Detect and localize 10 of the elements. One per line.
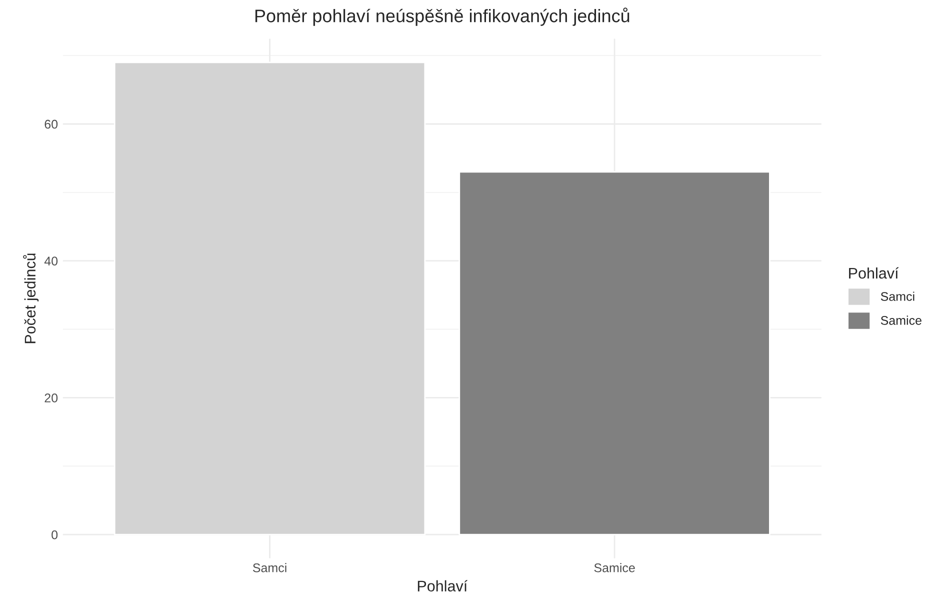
legend-label: Samice [880,316,922,325]
y-tick-label: 40 [44,256,58,266]
legend-label: Samci [880,292,914,301]
y-tick-label: 60 [44,120,58,129]
y-tick-label: 0 [52,530,58,540]
x-axis-title: Pohlaví [418,580,468,592]
legend-title: Pohlaví [849,267,899,279]
y-axis-title: Počet jedinců [23,254,39,344]
chart-title: Poměr pohlaví neúspěšně infikovaných jedinců [255,8,630,26]
y-tick-label: 20 [44,394,58,402]
